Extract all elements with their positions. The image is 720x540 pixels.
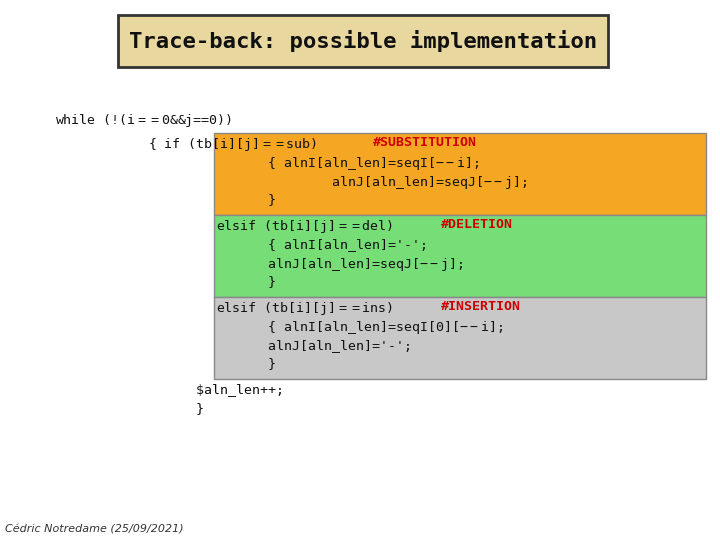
FancyBboxPatch shape [214,215,706,297]
Text: Cédric Notredame (25/09/2021): Cédric Notredame (25/09/2021) [5,524,184,534]
Text: { if ($tb[$i][$j]==$sub): { if ($tb[$i][$j]==$sub) [148,136,317,153]
Text: { $alnI[$aln_len]='-';: { $alnI[$aln_len]='-'; [220,237,426,254]
Text: $aln_len++;: $aln_len++; [148,383,284,396]
Text: { $alnI[$aln_len]=$seqI[0][--$i];: { $alnI[$aln_len]=$seqI[0][--$i]; [220,319,503,336]
FancyBboxPatch shape [214,297,706,379]
Text: while (!($i==0 && $j==0)): while (!($i==0 && $j==0)) [55,112,232,129]
Text: Trace-back: possible implementation: Trace-back: possible implementation [129,30,597,52]
Text: #INSERTION: #INSERTION [441,300,521,313]
Text: }: } [220,193,276,206]
Text: }: } [148,402,204,415]
Text: $alnJ[$aln_len]='-';: $alnJ[$aln_len]='-'; [220,338,410,355]
Text: $alnJ[$aln_len]=$seqJ[--$j];: $alnJ[$aln_len]=$seqJ[--$j]; [220,174,527,191]
Text: }: } [220,357,276,370]
Text: #DELETION: #DELETION [441,218,513,231]
FancyBboxPatch shape [214,133,706,215]
Text: { $alnI[$aln_len]=$seqI[--$i];: { $alnI[$aln_len]=$seqI[--$i]; [220,155,480,172]
Text: }: } [220,275,276,288]
FancyBboxPatch shape [118,15,608,67]
Text: elsif ($tb[$i][$j]==$del): elsif ($tb[$i][$j]==$del) [216,218,393,235]
Text: #SUBSTITUTION: #SUBSTITUTION [373,136,477,149]
Text: elsif ($tb[$i][$j]==$ins): elsif ($tb[$i][$j]==$ins) [216,300,393,317]
Text: $alnJ[$aln_len]=$seqJ[--$j];: $alnJ[$aln_len]=$seqJ[--$j]; [220,256,464,273]
